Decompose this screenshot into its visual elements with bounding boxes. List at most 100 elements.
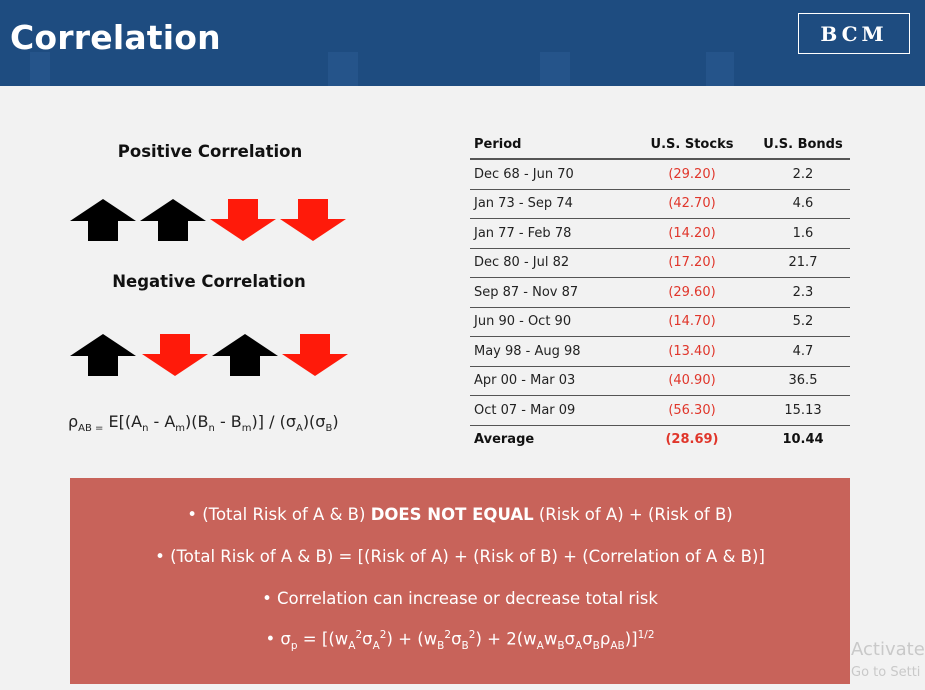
header-bar: Correlation BCM [0, 0, 925, 86]
bonds-cell: 36.5 [756, 366, 850, 396]
stocks-cell: (42.70) [628, 189, 756, 219]
eq-sup: 2 [355, 629, 363, 641]
period-cell: Dec 68 - Jun 70 [470, 159, 628, 190]
stocks-cell: (13.40) [628, 336, 756, 367]
bcm-logo: BCM [798, 13, 910, 54]
stocks-cell: (14.20) [628, 218, 756, 249]
bullet-correlation: • Correlation can increase or decrease t… [262, 589, 658, 608]
activation-watermark-title: Activate [851, 639, 925, 660]
bonds-cell: 2.3 [756, 277, 850, 308]
formula-sub: A [295, 423, 303, 435]
header-decoration [706, 52, 734, 86]
eq-sup: 1/2 [637, 629, 655, 641]
eq-part: ) + 2(w [475, 629, 537, 649]
table-row: Apr 00 - Mar 03 (40.90) 36.5 [470, 366, 850, 396]
bullet-portfolio-sigma: • σp = [(wA2σA2) + (wB2σB2) + 2(wAwBσAσB… [70, 629, 850, 652]
formula-sub: AB = [78, 423, 104, 435]
eq-part: )] [624, 629, 638, 649]
eq-sub: B [592, 639, 600, 652]
formula-part: - B [214, 412, 242, 431]
period-cell: Apr 00 - Mar 03 [470, 366, 628, 396]
formula-part: - A [148, 412, 176, 431]
bullet-total-risk: • (Total Risk of A & B) = [(Risk of A) +… [155, 547, 765, 566]
average-label: Average [474, 432, 535, 448]
table-row: May 98 - Aug 98 (13.40) 4.7 [470, 336, 850, 367]
table-row: Dec 80 - Jul 82 (17.20) 21.7 [470, 248, 850, 278]
header-decoration [540, 52, 570, 86]
stocks-cell: (14.70) [628, 307, 756, 337]
eq-sub: B [557, 639, 565, 652]
eq-part: ) + (w [386, 629, 438, 649]
formula-rho: ρ [68, 412, 79, 431]
activation-watermark-link: Go to Setti [851, 665, 921, 680]
bonds-cell: 15.13 [756, 395, 850, 426]
up-arrow-icon [212, 334, 278, 376]
eq-part: ρ [599, 629, 611, 649]
bonds-cell: 5.2 [756, 307, 850, 337]
formula-part: )] / (σ [251, 412, 296, 431]
up-arrow-icon [70, 199, 136, 241]
slide-title: Correlation [10, 18, 221, 57]
period-cell: Jan 73 - Sep 74 [470, 189, 628, 219]
returns-table: Period U.S. Stocks U.S. Bonds Dec 68 - J… [470, 130, 850, 454]
eq-sub: A [372, 639, 380, 652]
bonds-cell: 4.7 [756, 336, 850, 367]
table-row: Dec 68 - Jun 70 (29.20) 2.2 [470, 159, 850, 190]
eq-part: σ [564, 629, 575, 649]
bullet-text: (Risk of A) + (Risk of B) [533, 505, 733, 524]
table-row: Jun 90 - Oct 90 (14.70) 5.2 [470, 307, 850, 337]
table-row: Jan 77 - Feb 78 (14.20) 1.6 [470, 218, 850, 249]
column-header-period: Period [470, 130, 628, 160]
average-bonds: 10.44 [782, 432, 824, 448]
average-stocks: (28.69) [665, 432, 719, 448]
header-decoration [30, 52, 50, 86]
eq-part: σ [582, 629, 593, 649]
down-arrow-icon [280, 199, 346, 241]
bullet-not-equal: • (Total Risk of A & B) DOES NOT EQUAL (… [70, 505, 850, 524]
table-row: Oct 07 - Mar 09 (56.30) 15.13 [470, 395, 850, 426]
stocks-cell: (17.20) [628, 248, 756, 278]
bullet-bold-text: DOES NOT EQUAL [370, 505, 534, 524]
eq-sub: p [290, 639, 298, 652]
formula-sub: m [175, 423, 186, 435]
bonds-cell: 2.2 [756, 159, 850, 190]
formula-sub: n [142, 423, 149, 435]
formula-sub: n [208, 423, 215, 435]
eq-part: = [(w [297, 629, 349, 649]
eq-sub: B [461, 639, 469, 652]
negative-correlation-heading: Negative Correlation [112, 272, 306, 291]
eq-sub: A [575, 639, 583, 652]
formula-part: E[(A [108, 412, 143, 431]
eq-sub: AB [610, 639, 625, 652]
period-cell: Jun 90 - Oct 90 [470, 307, 628, 337]
eq-sup: 2 [379, 629, 387, 641]
up-arrow-icon [140, 199, 206, 241]
bonds-cell: 1.6 [756, 218, 850, 249]
down-arrow-icon [282, 334, 348, 376]
eq-sup: 2 [468, 629, 476, 641]
period-cell: May 98 - Aug 98 [470, 336, 628, 367]
header-decoration [328, 52, 358, 86]
period-cell: Oct 07 - Mar 09 [470, 395, 628, 426]
bonds-cell: 21.7 [756, 248, 850, 278]
eq-sub: A [348, 639, 356, 652]
period-cell: Sep 87 - Nov 87 [470, 277, 628, 308]
bonds-cell: 4.6 [756, 189, 850, 219]
down-arrow-icon [142, 334, 208, 376]
column-header-us-bonds: U.S. Bonds [756, 130, 850, 160]
stocks-cell: (29.20) [628, 159, 756, 190]
formula-sub: m [241, 423, 252, 435]
stocks-cell: (40.90) [628, 366, 756, 396]
formula-part: )(σ [302, 412, 326, 431]
up-arrow-icon [70, 334, 136, 376]
table-row: Sep 87 - Nov 87 (29.60) 2.3 [470, 277, 850, 308]
positive-correlation-heading: Positive Correlation [117, 142, 303, 161]
stocks-cell: (56.30) [628, 395, 756, 426]
eq-part: w [543, 629, 558, 649]
down-arrow-icon [210, 199, 276, 241]
eq-part: σ [451, 629, 462, 649]
eq-sub: A [536, 639, 544, 652]
formula-part: )(B [185, 412, 209, 431]
column-header-us-stocks: U.S. Stocks [628, 130, 756, 160]
formula-sub: B [325, 423, 333, 435]
